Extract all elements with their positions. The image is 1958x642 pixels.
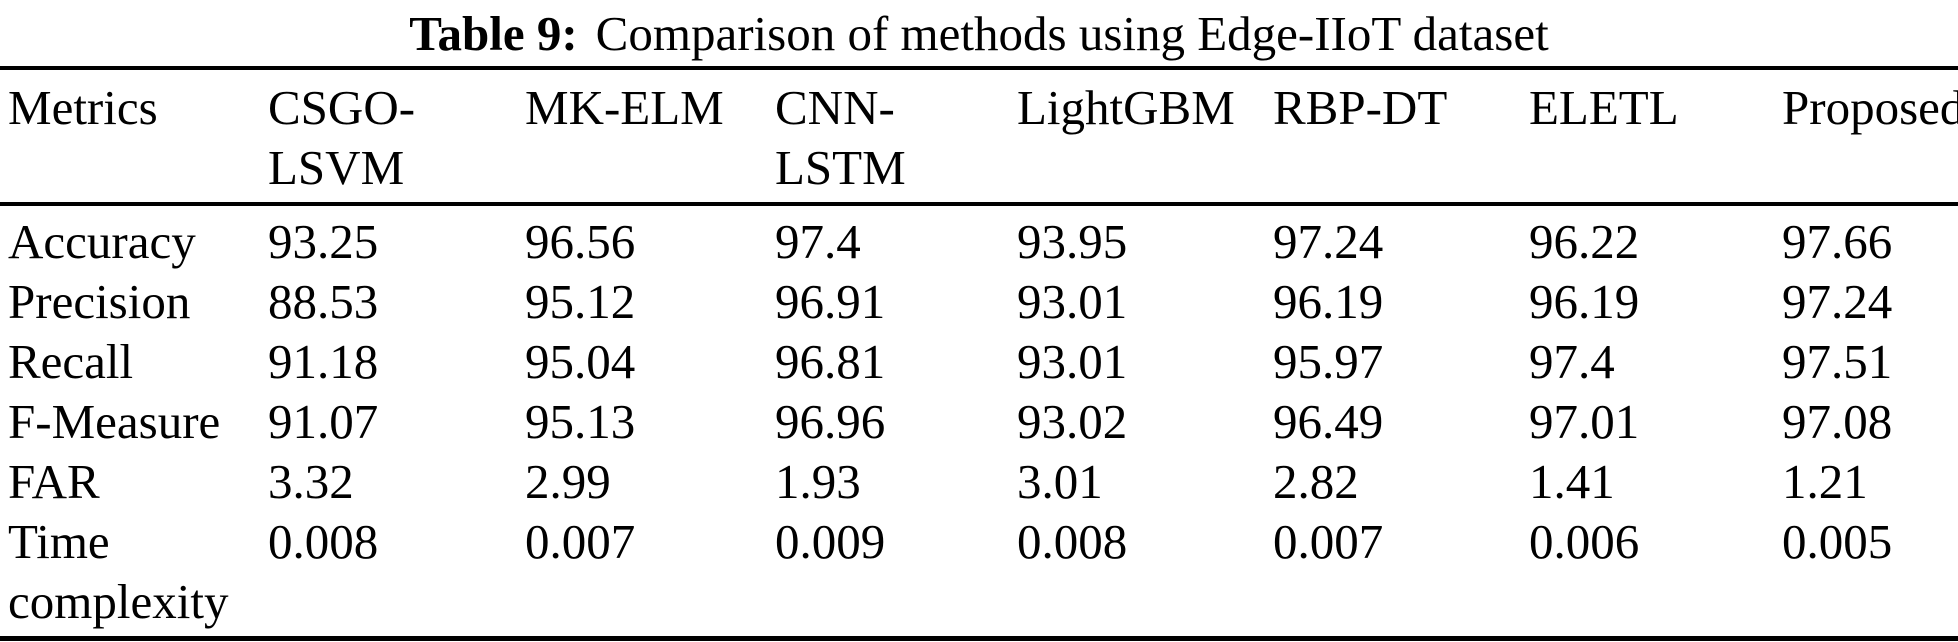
- table-caption-number: Table 9:: [409, 6, 578, 61]
- table-cell: 3.01: [1017, 454, 1103, 509]
- row-label: FAR: [8, 454, 100, 509]
- table-cell: 97.51: [1782, 334, 1893, 389]
- table-cell: 97.4: [775, 214, 861, 269]
- col-header-cnn-lstm: CNN- LSTM: [767, 68, 1009, 206]
- row-label: Time complexity: [8, 514, 229, 629]
- table-cell: 96.19: [1273, 274, 1384, 329]
- col-header-proposed: Proposed: [1774, 68, 1958, 206]
- table-row-time-complexity: Time complexity 0.008 0.007 0.009 0.008 …: [0, 512, 1958, 639]
- table-cell: 0.006: [1529, 514, 1640, 569]
- table-row-accuracy: Accuracy 93.25 96.56 97.4 93.95 97.24 96…: [0, 204, 1958, 272]
- table-cell: 93.01: [1017, 274, 1128, 329]
- col-header-eletl: ELETL: [1521, 68, 1774, 206]
- table-cell: 0.007: [525, 514, 636, 569]
- table-cell: 96.56: [525, 214, 636, 269]
- row-label: Precision: [8, 274, 191, 329]
- table-body: Accuracy 93.25 96.56 97.4 93.95 97.24 96…: [0, 204, 1958, 639]
- table-cell: 96.49: [1273, 394, 1384, 449]
- table-cell: 0.005: [1782, 514, 1893, 569]
- table-cell: 96.19: [1529, 274, 1640, 329]
- table-cell: 93.25: [268, 214, 379, 269]
- table-cell: 88.53: [268, 274, 379, 329]
- col-header-lightgbm: LightGBM: [1009, 68, 1265, 206]
- table-cell: 0.008: [1017, 514, 1128, 569]
- col-header-metrics: Metrics: [0, 68, 260, 206]
- col-header-mk-elm: MK-ELM: [517, 68, 767, 206]
- table-cell: 97.24: [1782, 274, 1893, 329]
- row-label: Accuracy: [8, 214, 196, 269]
- table-row-far: FAR 3.32 2.99 1.93 3.01 2.82 1.41 1.21: [0, 452, 1958, 512]
- col-header-rbp-dt: RBP-DT: [1265, 68, 1521, 206]
- table-cell: 1.41: [1529, 454, 1615, 509]
- table-cell: 93.01: [1017, 334, 1128, 389]
- table-cell: 95.97: [1273, 334, 1384, 389]
- table-cell: 95.12: [525, 274, 636, 329]
- table-cell: 0.008: [268, 514, 379, 569]
- table-cell: 0.009: [775, 514, 886, 569]
- col-header-csgo-lsvm: CSGO- LSVM: [260, 68, 517, 206]
- header-row: Metrics CSGO- LSVM MK-ELM CNN- LSTM Ligh…: [0, 68, 1958, 206]
- table-cell: 95.04: [525, 334, 636, 389]
- table-cell: 1.93: [775, 454, 861, 509]
- table-cell: 95.13: [525, 394, 636, 449]
- comparison-table: Metrics CSGO- LSVM MK-ELM CNN- LSTM Ligh…: [0, 66, 1958, 641]
- table-row-recall: Recall 91.18 95.04 96.81 93.01 95.97 97.…: [0, 332, 1958, 392]
- table-cell: 97.66: [1782, 214, 1893, 269]
- table-caption-title: Comparison of methods using Edge-IIoT da…: [595, 6, 1549, 61]
- table-cell: 1.21: [1782, 454, 1868, 509]
- table-cell: 2.82: [1273, 454, 1359, 509]
- table-cell: 2.99: [525, 454, 611, 509]
- table-row-f-measure: F-Measure 91.07 95.13 96.96 93.02 96.49 …: [0, 392, 1958, 452]
- table-cell: 91.18: [268, 334, 379, 389]
- row-label: F-Measure: [8, 394, 221, 449]
- table-row-precision: Precision 88.53 95.12 96.91 93.01 96.19 …: [0, 272, 1958, 332]
- table-cell: 97.4: [1529, 334, 1615, 389]
- table-cell: 96.22: [1529, 214, 1640, 269]
- table-cell: 91.07: [268, 394, 379, 449]
- table-cell: 3.32: [268, 454, 354, 509]
- table-cell: 96.81: [775, 334, 886, 389]
- table-cell: 93.95: [1017, 214, 1128, 269]
- table-cell: 96.96: [775, 394, 886, 449]
- table-cell: 97.01: [1529, 394, 1640, 449]
- table-cell: 97.08: [1782, 394, 1893, 449]
- table-cell: 0.007: [1273, 514, 1384, 569]
- table-cell: 93.02: [1017, 394, 1128, 449]
- row-label: Recall: [8, 334, 134, 389]
- table-header: Metrics CSGO- LSVM MK-ELM CNN- LSTM Ligh…: [0, 68, 1958, 206]
- table-caption: Table 9: Comparison of methods using Edge…: [0, 0, 1958, 66]
- table-cell: 97.24: [1273, 214, 1384, 269]
- table-cell: 96.91: [775, 274, 886, 329]
